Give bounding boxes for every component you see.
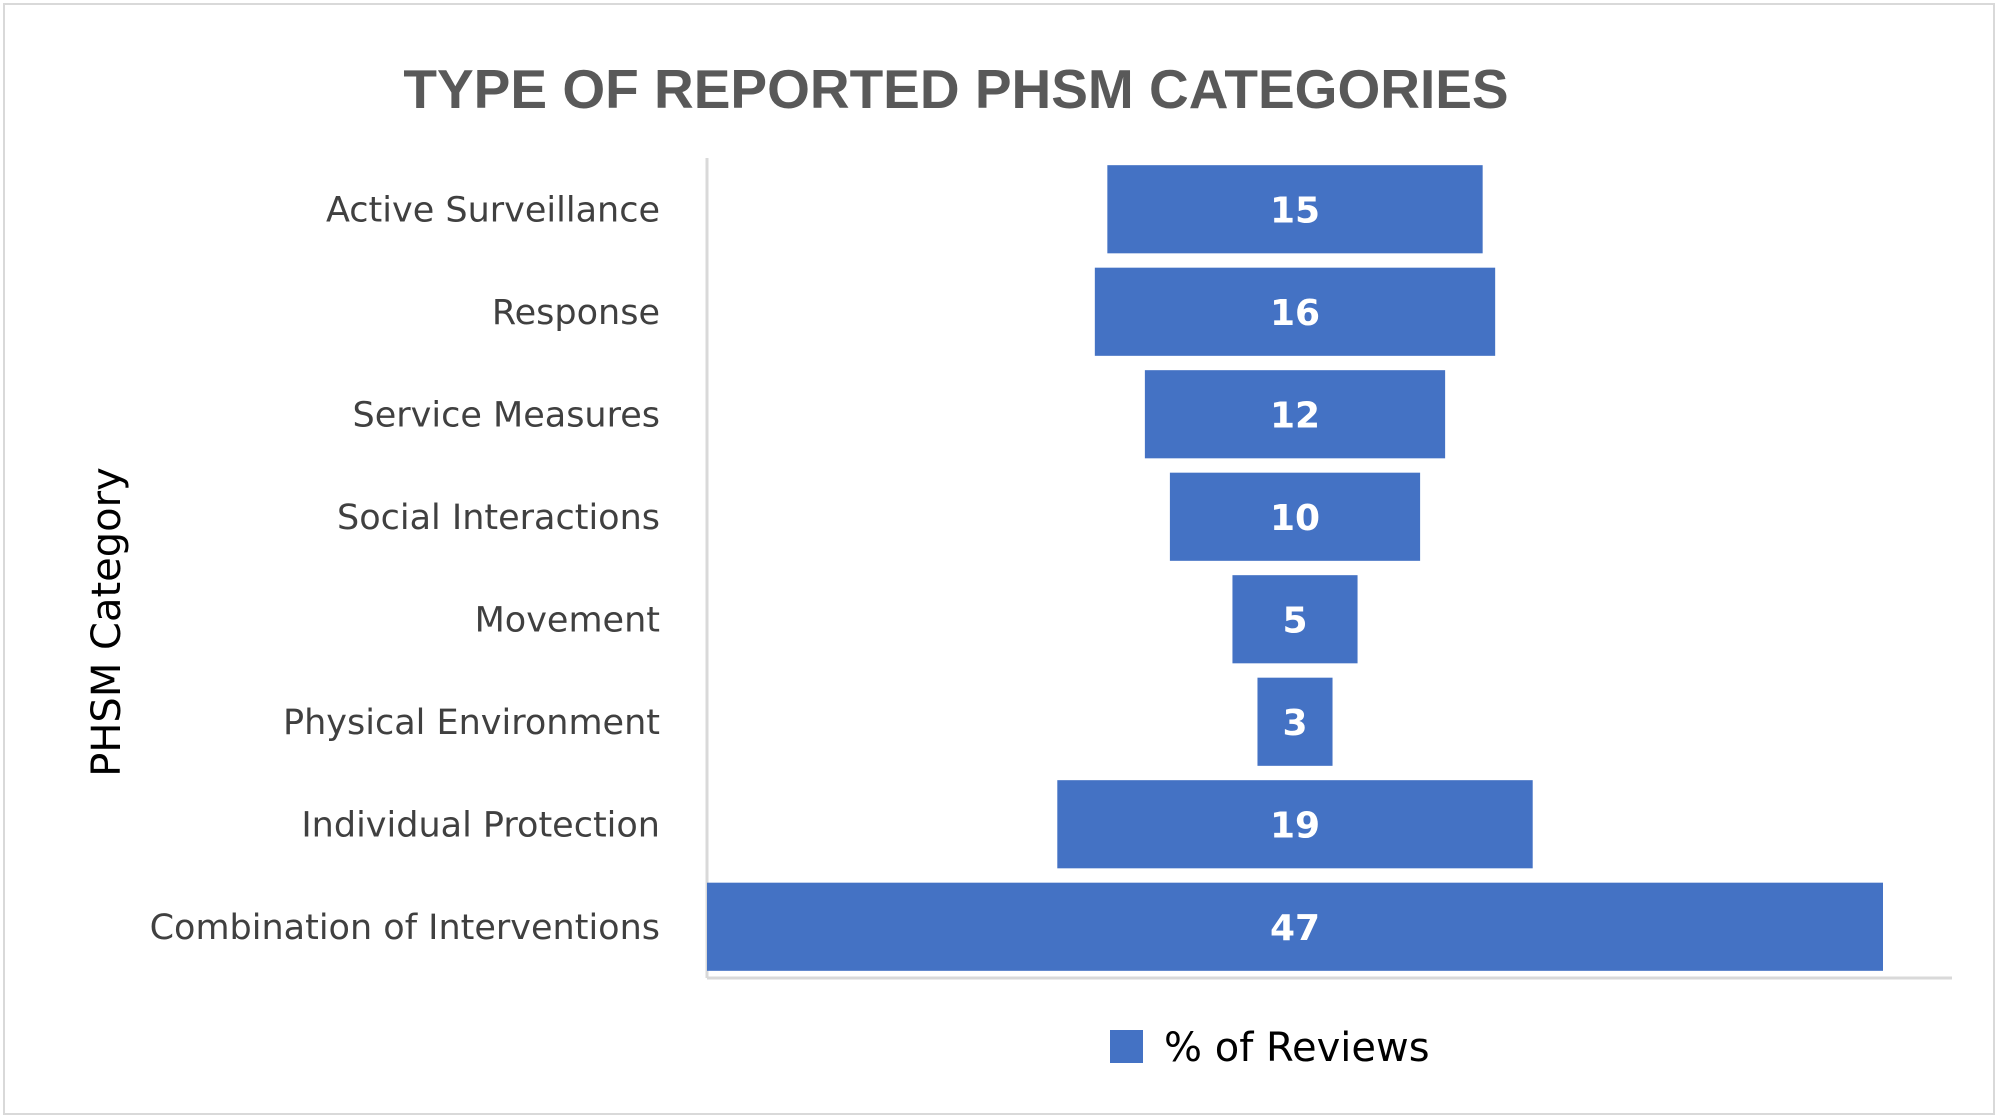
category-label: Individual Protection	[301, 805, 660, 845]
category-label: Combination of Interventions	[150, 908, 660, 948]
legend: % of Reviews	[1110, 1025, 1430, 1071]
data-label: 15	[1270, 190, 1320, 231]
chart-title: TYPE OF REPORTED PHSM CATEGORIES	[403, 58, 1508, 120]
category-labels: Active Surveillance Response Service Measu…	[150, 190, 660, 948]
bar	[1144, 370, 1446, 459]
data-label: 3	[1282, 703, 1307, 744]
data-label: 16	[1270, 293, 1320, 334]
category-label: Active Surveillance	[326, 190, 660, 230]
category-label: Response	[492, 293, 660, 333]
y-axis-label: PHSM Category	[84, 467, 130, 777]
category-label: Service Measures	[353, 395, 660, 435]
bar	[1094, 267, 1496, 356]
legend-swatch	[1110, 1030, 1143, 1063]
bars	[707, 165, 1883, 971]
bar	[1169, 472, 1421, 561]
category-label: Physical Environment	[283, 703, 660, 743]
category-label: Movement	[475, 600, 660, 640]
category-label: Social Interactions	[337, 498, 660, 538]
data-label: 19	[1270, 805, 1320, 846]
bar	[1257, 677, 1333, 766]
bar	[1107, 165, 1483, 254]
data-labels: 15 16 12 10 5 3 19 47	[1270, 190, 1320, 949]
data-label: 10	[1270, 498, 1320, 539]
bar	[1232, 575, 1358, 664]
bar	[1057, 780, 1533, 869]
legend-label: % of Reviews	[1164, 1025, 1430, 1071]
data-label: 12	[1270, 395, 1320, 436]
bar	[707, 882, 1883, 971]
data-label: 5	[1282, 600, 1307, 641]
data-label: 47	[1270, 908, 1320, 949]
